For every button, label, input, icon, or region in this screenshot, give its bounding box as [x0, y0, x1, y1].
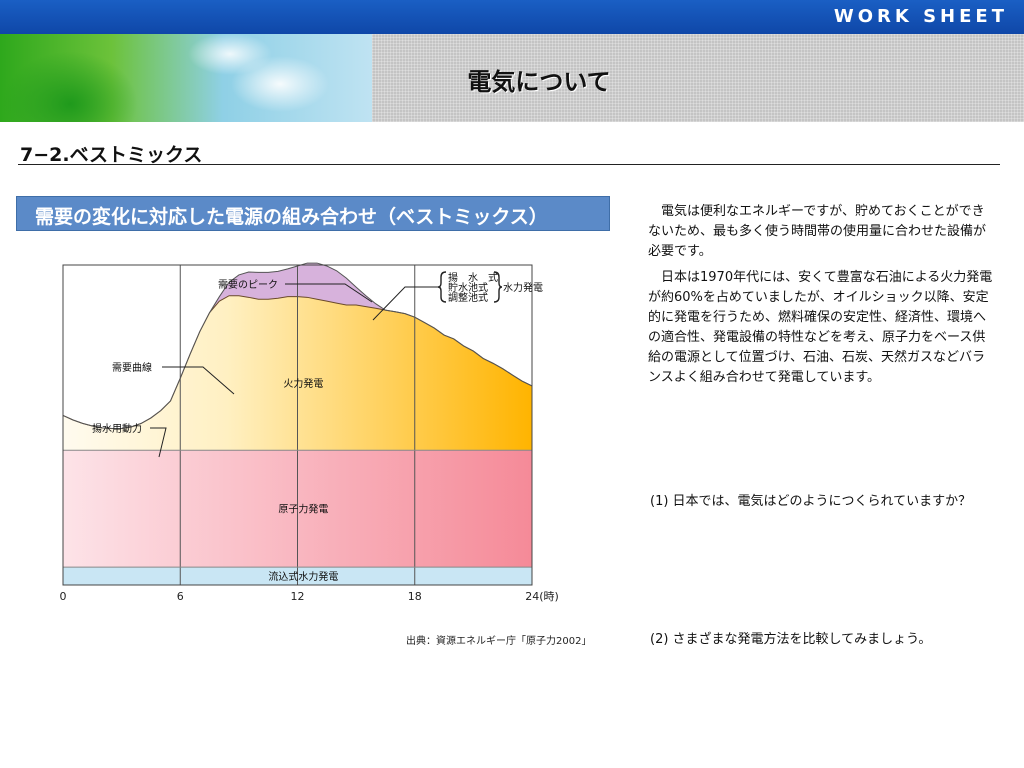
leader-hydro	[372, 286, 438, 321]
banner-photo	[0, 34, 372, 122]
leader-pumping-power	[150, 427, 167, 458]
pumped-storage-type: 揚 水 式	[448, 271, 498, 284]
leader-demand-curve	[162, 366, 235, 395]
pumped-storage-type: 貯水池式	[448, 281, 488, 294]
brace-right	[493, 271, 503, 303]
label-nuclear: 原子力発電	[278, 503, 328, 516]
x-axis: 0 6 12 18 24(時)	[60, 590, 559, 603]
leader-demand-peak	[285, 283, 373, 303]
x-tick-label: 0	[60, 590, 67, 603]
section-title: 7−2.ベストミックス	[20, 144, 203, 166]
question-1: (1) 日本では、電気はどのようにつくられていますか？	[650, 494, 972, 509]
pumped-storage-type: 調整池式	[448, 291, 488, 304]
x-tick-label: 18	[408, 590, 422, 603]
plot-frame	[62, 264, 533, 586]
question-2: (2) さまざまな発電方法を比較してみましょう。	[650, 632, 932, 647]
annotation-pumping-power: 揚水用動力	[92, 422, 142, 435]
source-note: 出典：資源エネルギー庁「原子力2002」	[406, 636, 592, 647]
plot-area	[62, 262, 533, 586]
x-tick-label: 12	[291, 590, 305, 603]
paragraph-2: 日本は1970年代には、安くて豊富な石油による火力発電が約60%を占めていました…	[648, 270, 993, 385]
x-tick-label: 24(時)	[525, 590, 559, 603]
annotation-demand-peak: 需要のピーク	[218, 279, 278, 291]
paragraph-1: 電気は便利なエネルギーですが、貯めておくことができないため、最も多く使う時間帯の…	[648, 204, 987, 259]
body-text: 電気は便利なエネルギーですが、貯めておくことができないため、最も多く使う時間帯の…	[648, 202, 994, 394]
worksheet-label: WORK SHEET	[833, 6, 1008, 27]
section-divider	[18, 164, 1000, 165]
chart-title: 需要の変化に対応した電源の組み合わせ（ベストミックス）	[35, 206, 548, 228]
annotation-demand-curve: 需要曲線	[112, 361, 152, 374]
header-bar: WORK SHEET	[0, 0, 1024, 34]
annotation-hydro: 水力発電	[503, 281, 543, 294]
page-title: 電気について	[467, 68, 611, 96]
x-tick-label: 6	[177, 590, 184, 603]
label-thermal: 火力発電	[283, 377, 323, 390]
chart-header: 需要の変化に対応した電源の組み合わせ（ベストミックス）	[16, 196, 610, 231]
label-run-of-river-hydro: 流込式水力発電	[268, 570, 338, 583]
